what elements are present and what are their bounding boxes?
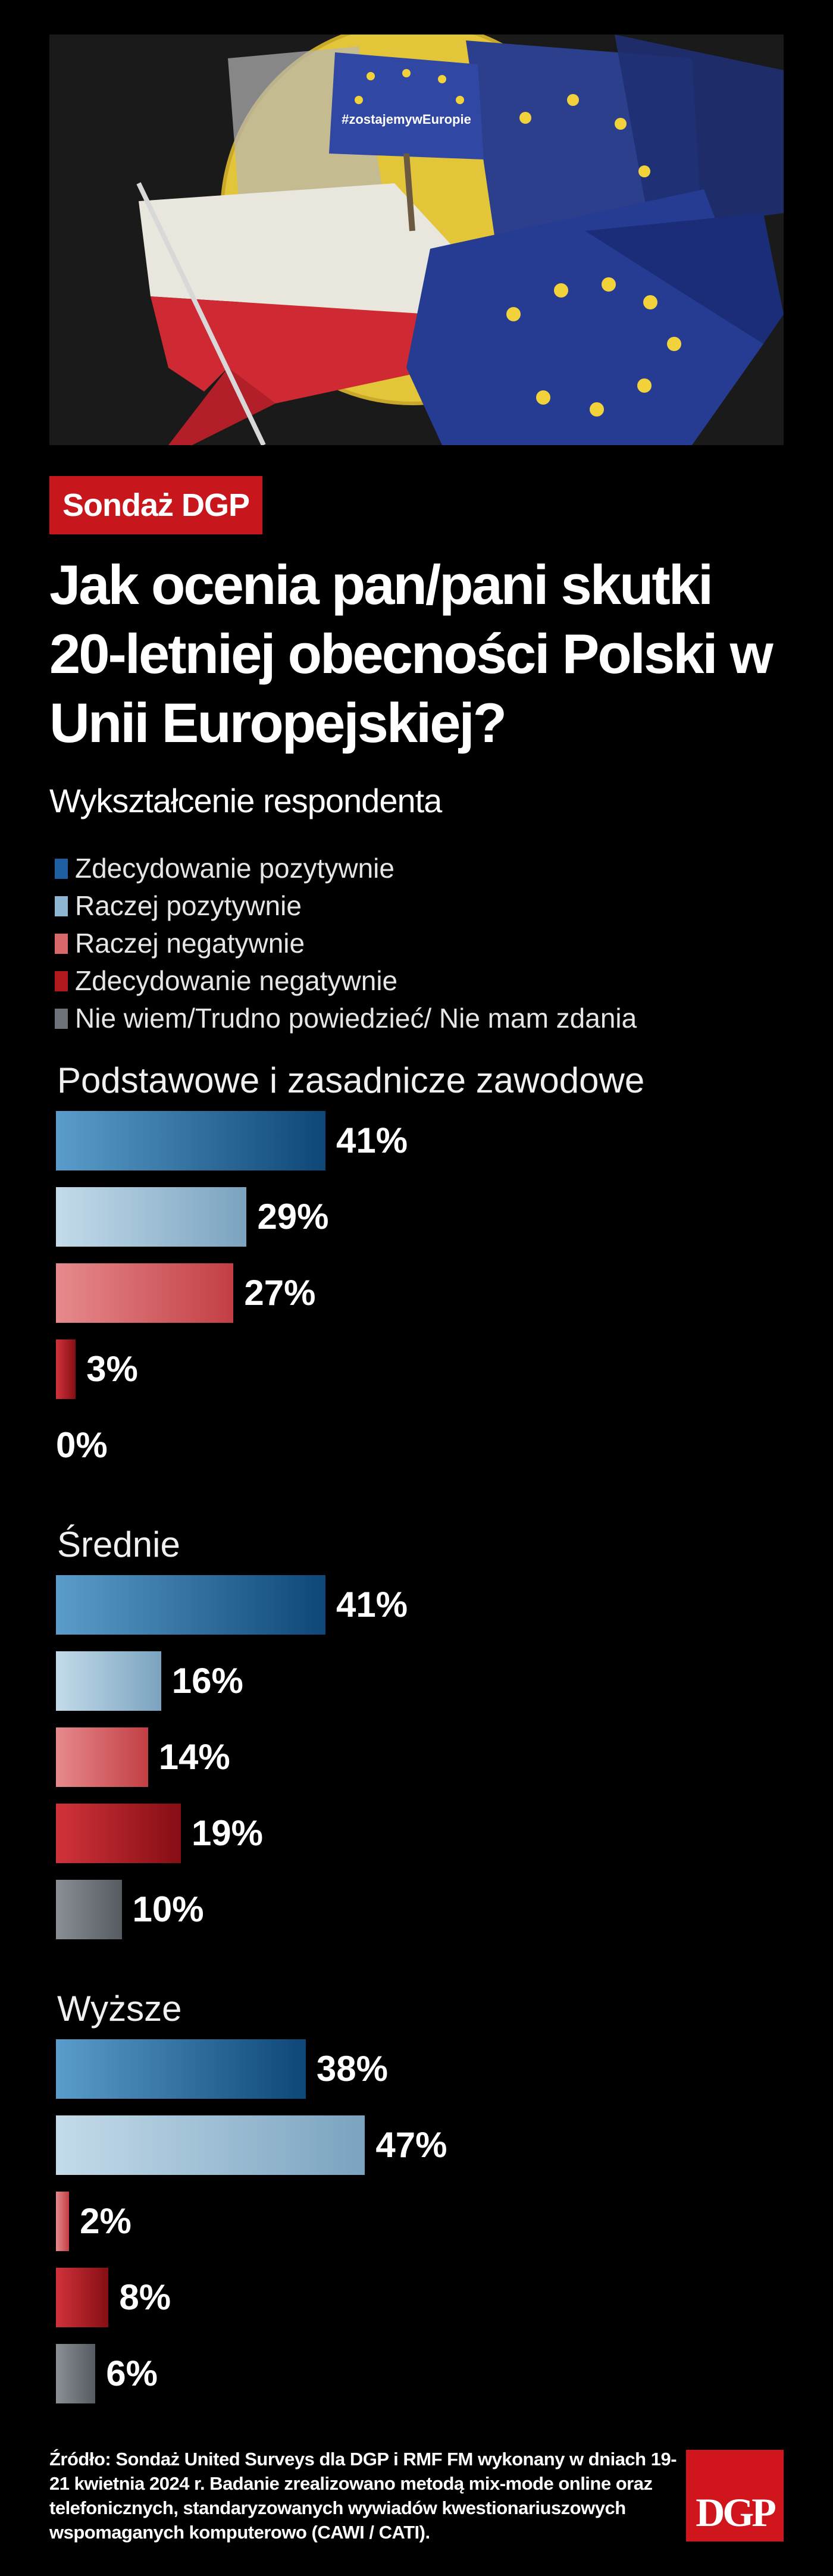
value-label: 38% xyxy=(316,2049,388,2089)
value-label: 14% xyxy=(158,1737,230,1777)
banner-text: #zostajemywEuropie xyxy=(342,112,471,127)
value-label: 3% xyxy=(86,1349,138,1389)
bar xyxy=(56,1727,148,1787)
bar xyxy=(56,1263,234,1323)
legend-item: Nie wiem/Trudno powiedzieć/ Nie mam zdan… xyxy=(55,1000,637,1037)
value-label: 41% xyxy=(336,1585,408,1625)
legend-item: Raczej negatywnie xyxy=(55,925,637,962)
bar xyxy=(56,1111,326,1170)
flags-illustration: #zostajemywEuropie xyxy=(49,35,784,445)
bar xyxy=(56,2268,109,2327)
bar xyxy=(56,1651,161,1711)
bar xyxy=(56,1804,181,1863)
bar xyxy=(56,2344,96,2403)
legend-swatch xyxy=(55,896,68,916)
legend: Zdecydowanie pozytywnie Raczej pozytywnie… xyxy=(55,850,637,1037)
bar xyxy=(56,1880,122,1939)
value-label: 19% xyxy=(191,1813,264,1853)
legend-swatch xyxy=(55,933,68,954)
legend-item: Raczej pozytywnie xyxy=(55,887,637,925)
bar xyxy=(56,2039,306,2099)
legend-label: Zdecydowanie negatywnie xyxy=(75,965,398,996)
value-label: 0% xyxy=(56,1425,108,1465)
bar xyxy=(56,1339,76,1399)
legend-swatch xyxy=(55,858,68,879)
hero-photo: #zostajemywEuropie xyxy=(49,35,784,445)
dgp-logo: DGP xyxy=(686,2450,784,2541)
poll-badge: Sondaż DGP xyxy=(49,476,263,534)
source-note: Źródło: Sondaż United Surveys dla DGP i … xyxy=(49,2449,677,2543)
value-label: 6% xyxy=(106,2353,158,2393)
bar xyxy=(56,2115,365,2175)
legend-label: Raczej pozytywnie xyxy=(75,890,302,921)
value-label: 16% xyxy=(171,1661,243,1701)
group-label: Wyższe xyxy=(57,1989,182,2029)
legend-swatch xyxy=(55,1008,68,1029)
legend-label: Nie wiem/Trudno powiedzieć/ Nie mam zdan… xyxy=(75,1003,637,1034)
value-label: 29% xyxy=(257,1197,329,1237)
value-label: 27% xyxy=(244,1273,316,1313)
chart-subtitle: Wykształcenie respondenta xyxy=(49,782,442,819)
legend-label: Zdecydowanie pozytywnie xyxy=(75,853,394,884)
bar xyxy=(56,1575,326,1635)
legend-item: Zdecydowanie pozytywnie xyxy=(55,850,637,887)
value-label: 47% xyxy=(375,2125,447,2165)
legend-swatch xyxy=(55,971,68,991)
group-label: Podstawowe i zasadnicze zawodowe xyxy=(57,1060,645,1100)
legend-item: Zdecydowanie negatywnie xyxy=(55,962,637,1000)
bar xyxy=(56,2192,70,2251)
value-label: 41% xyxy=(336,1120,408,1160)
legend-label: Raczej negatywnie xyxy=(75,928,305,959)
bar xyxy=(56,1187,247,1247)
value-label: 10% xyxy=(132,1889,204,1929)
value-label: 2% xyxy=(80,2201,131,2241)
value-label: 8% xyxy=(119,2277,171,2317)
page-title: Jak ocenia pan/pani skutki 20-letniej ob… xyxy=(49,553,774,754)
group-label: Średnie xyxy=(57,1525,180,1564)
